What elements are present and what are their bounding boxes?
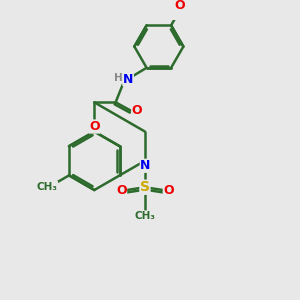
Text: S: S [140,180,150,194]
Text: N: N [123,73,133,86]
Text: CH₃: CH₃ [37,182,58,191]
Text: O: O [89,120,100,133]
Text: H: H [114,73,123,83]
Text: N: N [140,159,151,172]
Text: O: O [132,104,142,117]
Text: O: O [163,184,174,196]
Text: O: O [174,0,185,12]
Text: O: O [116,184,127,196]
Text: CH₃: CH₃ [134,211,155,221]
